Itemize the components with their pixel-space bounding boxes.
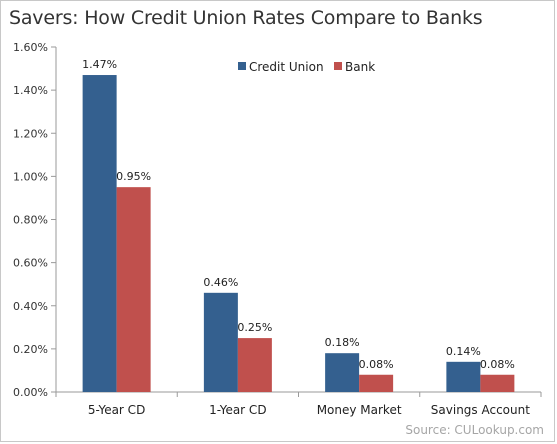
y-tick-label: 0.60% <box>13 257 48 270</box>
legend-swatch <box>334 62 342 70</box>
bar-bank <box>480 374 515 392</box>
data-label: 0.46% <box>203 276 238 289</box>
chart-title: Savers: How Credit Union Rates Compare t… <box>9 7 483 29</box>
y-tick-label: 0.20% <box>13 343 48 356</box>
y-tick-label: 0.40% <box>13 300 48 313</box>
y-tick-label: 1.60% <box>13 41 48 54</box>
bar-bank <box>359 374 394 392</box>
y-tick-label: 1.20% <box>13 127 48 140</box>
y-tick-label: 1.40% <box>13 84 48 97</box>
bar-credit-union <box>325 353 360 392</box>
x-category-label: 5-Year CD <box>88 403 145 417</box>
source-note: Source: CULookup.com <box>405 423 544 437</box>
bar-credit-union <box>446 361 481 392</box>
bar-credit-union <box>203 292 238 392</box>
legend-label: Credit Union <box>249 60 324 74</box>
y-tick-label: 0.00% <box>13 386 48 399</box>
legend-swatch <box>238 62 246 70</box>
data-label: 1.47% <box>82 58 117 71</box>
bar-credit-union <box>82 75 117 392</box>
bar-bank <box>237 338 272 392</box>
data-label: 0.14% <box>446 345 481 358</box>
data-label: 0.25% <box>237 321 272 334</box>
y-tick-label: 1.00% <box>13 170 48 183</box>
data-label: 0.95% <box>116 170 151 183</box>
y-tick-label: 0.80% <box>13 214 48 227</box>
bar-bank <box>116 187 151 392</box>
x-category-label: Savings Account <box>431 403 530 417</box>
x-category-label: 1-Year CD <box>209 403 266 417</box>
data-label: 0.08% <box>480 358 515 371</box>
data-label: 0.18% <box>325 336 360 349</box>
x-category-label: Money Market <box>317 403 402 417</box>
data-label: 0.08% <box>359 358 394 371</box>
legend-label: Bank <box>345 60 375 74</box>
